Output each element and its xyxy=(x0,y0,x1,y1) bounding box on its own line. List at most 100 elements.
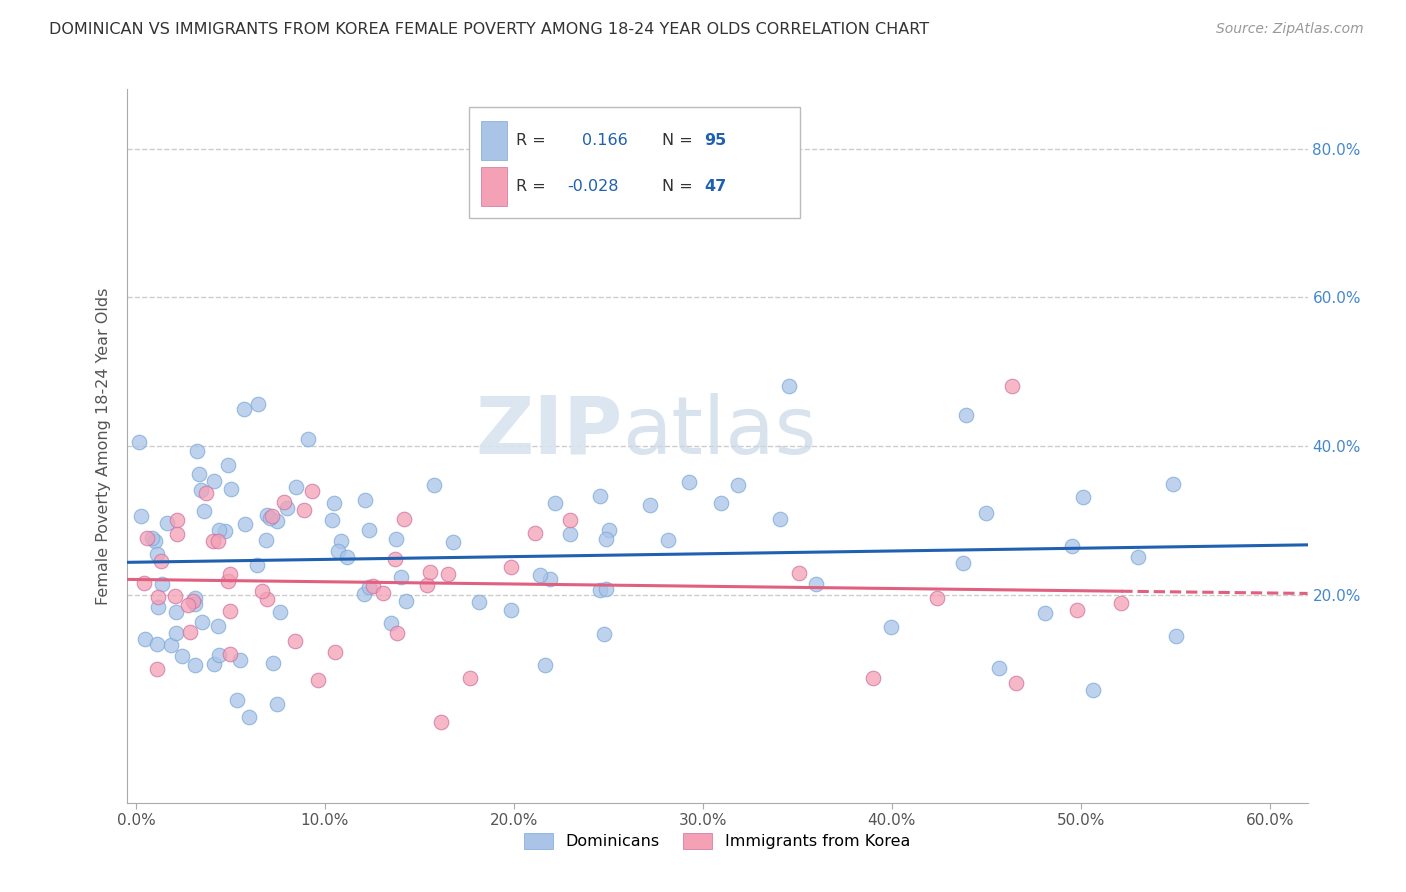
Point xyxy=(307,673,329,687)
Point xyxy=(247,397,270,411)
Point xyxy=(150,576,173,591)
Point xyxy=(149,554,172,568)
Text: N =: N = xyxy=(662,179,697,194)
Point xyxy=(437,566,460,581)
Point xyxy=(166,605,188,619)
Point xyxy=(1166,629,1188,643)
Point xyxy=(357,523,380,537)
Point xyxy=(467,595,489,609)
Point xyxy=(285,480,308,494)
Point xyxy=(217,574,239,588)
Point xyxy=(146,662,169,676)
Point xyxy=(336,550,359,565)
Point xyxy=(292,503,315,517)
Text: Source: ZipAtlas.com: Source: ZipAtlas.com xyxy=(1216,22,1364,37)
Point xyxy=(323,496,346,510)
Text: N =: N = xyxy=(662,133,697,148)
Point xyxy=(131,508,153,523)
Point xyxy=(165,626,187,640)
Point xyxy=(1033,606,1056,620)
Point xyxy=(501,559,523,574)
Point xyxy=(207,619,229,633)
Point xyxy=(321,512,343,526)
Point xyxy=(778,378,800,392)
Point xyxy=(862,671,884,685)
Point xyxy=(276,500,298,515)
Point xyxy=(159,638,181,652)
Text: atlas: atlas xyxy=(623,392,817,471)
Point xyxy=(219,647,242,661)
Point xyxy=(252,583,274,598)
Text: 95: 95 xyxy=(704,133,727,148)
Point xyxy=(524,526,547,541)
Point xyxy=(146,590,169,604)
Point xyxy=(238,710,260,724)
Point xyxy=(361,579,384,593)
Point xyxy=(179,625,201,640)
Point xyxy=(988,661,1011,675)
Point xyxy=(259,510,281,524)
Point xyxy=(710,496,733,510)
Point xyxy=(371,586,394,600)
Point xyxy=(804,577,827,591)
Text: R =: R = xyxy=(516,179,551,194)
Point xyxy=(638,499,661,513)
Point xyxy=(208,523,231,537)
Point xyxy=(177,598,200,612)
Point xyxy=(134,632,156,646)
Point xyxy=(595,582,617,597)
Point xyxy=(927,591,949,605)
Point xyxy=(181,594,204,608)
Point xyxy=(202,474,225,488)
Point xyxy=(657,533,679,548)
Point xyxy=(1126,549,1149,564)
Point xyxy=(558,527,581,541)
Point xyxy=(416,578,439,592)
Point xyxy=(187,467,209,482)
Point xyxy=(284,634,307,648)
Point xyxy=(1081,682,1104,697)
Point xyxy=(385,533,408,547)
Point xyxy=(184,657,207,672)
Point xyxy=(269,605,291,619)
Point xyxy=(544,496,567,510)
Point xyxy=(228,652,250,666)
Point xyxy=(423,478,446,492)
Point xyxy=(201,533,224,548)
Point xyxy=(589,489,612,503)
Point xyxy=(419,565,441,579)
Point xyxy=(538,572,561,586)
Point xyxy=(441,534,464,549)
Point xyxy=(256,508,278,522)
Point xyxy=(156,516,179,530)
Y-axis label: Female Poverty Among 18-24 Year Olds: Female Poverty Among 18-24 Year Olds xyxy=(96,287,111,605)
Point xyxy=(589,583,612,598)
Point xyxy=(1001,379,1024,393)
Point xyxy=(183,597,205,611)
Point xyxy=(190,483,212,498)
Point xyxy=(1060,539,1083,553)
Point xyxy=(392,512,415,526)
Point xyxy=(195,486,218,500)
Point xyxy=(128,434,150,449)
Point xyxy=(678,475,700,490)
Point xyxy=(429,715,451,730)
Point xyxy=(246,558,269,573)
Point xyxy=(879,620,901,634)
Point xyxy=(134,575,156,590)
Point xyxy=(183,591,205,605)
Text: ZIP: ZIP xyxy=(475,392,623,471)
Point xyxy=(226,693,249,707)
Point xyxy=(260,508,283,523)
Point xyxy=(141,531,163,545)
Point xyxy=(208,648,231,662)
Point xyxy=(595,533,617,547)
Point xyxy=(1071,490,1094,504)
Point xyxy=(145,547,167,561)
Text: 0.166: 0.166 xyxy=(582,133,628,148)
Point xyxy=(202,657,225,672)
Point xyxy=(385,625,408,640)
Point xyxy=(145,533,167,548)
Point xyxy=(329,533,352,548)
Point xyxy=(166,527,188,541)
